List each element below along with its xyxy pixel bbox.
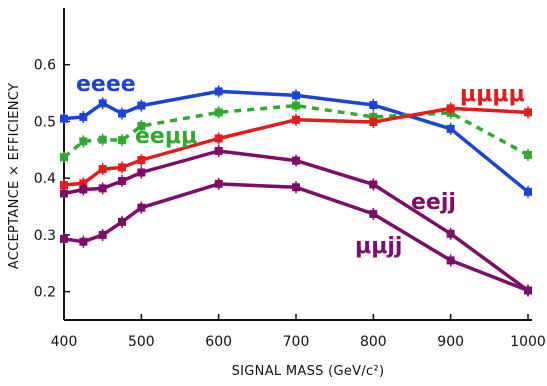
data-point — [214, 108, 223, 117]
data-point — [292, 156, 300, 165]
data-point — [369, 101, 378, 110]
x-tick-label: 1000 — [510, 334, 546, 350]
data-point — [214, 134, 223, 143]
data-point — [137, 101, 146, 110]
data-point — [98, 99, 107, 108]
data-point — [118, 109, 126, 118]
data-point — [446, 229, 455, 238]
series-lines — [62, 89, 530, 293]
y-tick-label: 0.3 — [34, 228, 56, 244]
data-point — [118, 217, 126, 226]
data-point — [292, 91, 300, 100]
data-point — [98, 184, 107, 193]
data-point — [524, 150, 532, 159]
data-point — [446, 124, 455, 133]
series-line-3 — [63, 149, 530, 292]
data-point — [446, 256, 455, 265]
data-point — [79, 179, 88, 188]
y-tick-label: 0.5 — [34, 114, 56, 130]
data-point — [60, 153, 68, 162]
data-point — [369, 209, 378, 218]
data-point — [79, 137, 88, 146]
data-point — [446, 104, 455, 113]
x-tick-label: 600 — [205, 334, 232, 350]
x-tick-label: 500 — [128, 334, 155, 350]
data-point — [60, 234, 68, 243]
y-axis-title: ACCEPTANCE × EFFICIENCY — [7, 83, 22, 269]
data-point — [292, 101, 300, 110]
x-tick-label: 700 — [283, 334, 310, 350]
data-point — [118, 136, 126, 145]
x-tick-label: 900 — [437, 334, 464, 350]
data-point — [214, 87, 223, 96]
series-line-2 — [63, 106, 529, 187]
series-label-eemumu: eeμμ — [135, 124, 197, 149]
series-label-eejj: eejj — [411, 190, 456, 215]
data-point — [98, 135, 107, 144]
data-point — [524, 187, 532, 196]
x-tick-label: 800 — [360, 334, 387, 350]
data-point — [79, 185, 88, 194]
series-line-4 — [63, 182, 529, 293]
data-point — [292, 115, 300, 124]
data-point — [292, 183, 300, 192]
data-point — [137, 203, 146, 212]
data-point — [79, 112, 88, 121]
data-point — [98, 165, 107, 174]
x-axis-title: SIGNAL MASS (GeV/c²) — [232, 364, 385, 379]
data-point — [214, 146, 223, 155]
y-tick-label: 0.2 — [34, 285, 56, 301]
data-point — [524, 286, 532, 295]
data-point — [60, 114, 68, 123]
series-points — [60, 85, 532, 297]
data-point — [369, 118, 378, 127]
data-point — [60, 180, 68, 189]
x-tick-label: 400 — [51, 334, 78, 350]
data-point — [369, 180, 378, 189]
data-point — [524, 108, 532, 117]
ticks: 400 500 600 700 800 900 1000 0.2 0.3 0.4 0.5 0.6 — [34, 58, 546, 350]
data-point — [214, 179, 223, 188]
series-label-mumumumu: μμμμ — [460, 82, 525, 107]
y-tick-label: 0.4 — [34, 171, 56, 187]
data-point — [118, 163, 126, 172]
series-label-mumujj: μμjj — [355, 234, 402, 259]
series-label-eeee: eeee — [76, 72, 136, 97]
data-point — [79, 237, 88, 246]
data-point — [137, 121, 146, 130]
data-point — [137, 168, 146, 177]
series-line-1 — [62, 103, 529, 159]
data-point — [60, 189, 68, 198]
data-point — [137, 156, 146, 165]
y-tick-label: 0.6 — [34, 58, 56, 74]
data-point — [98, 230, 107, 239]
data-point — [118, 177, 126, 186]
